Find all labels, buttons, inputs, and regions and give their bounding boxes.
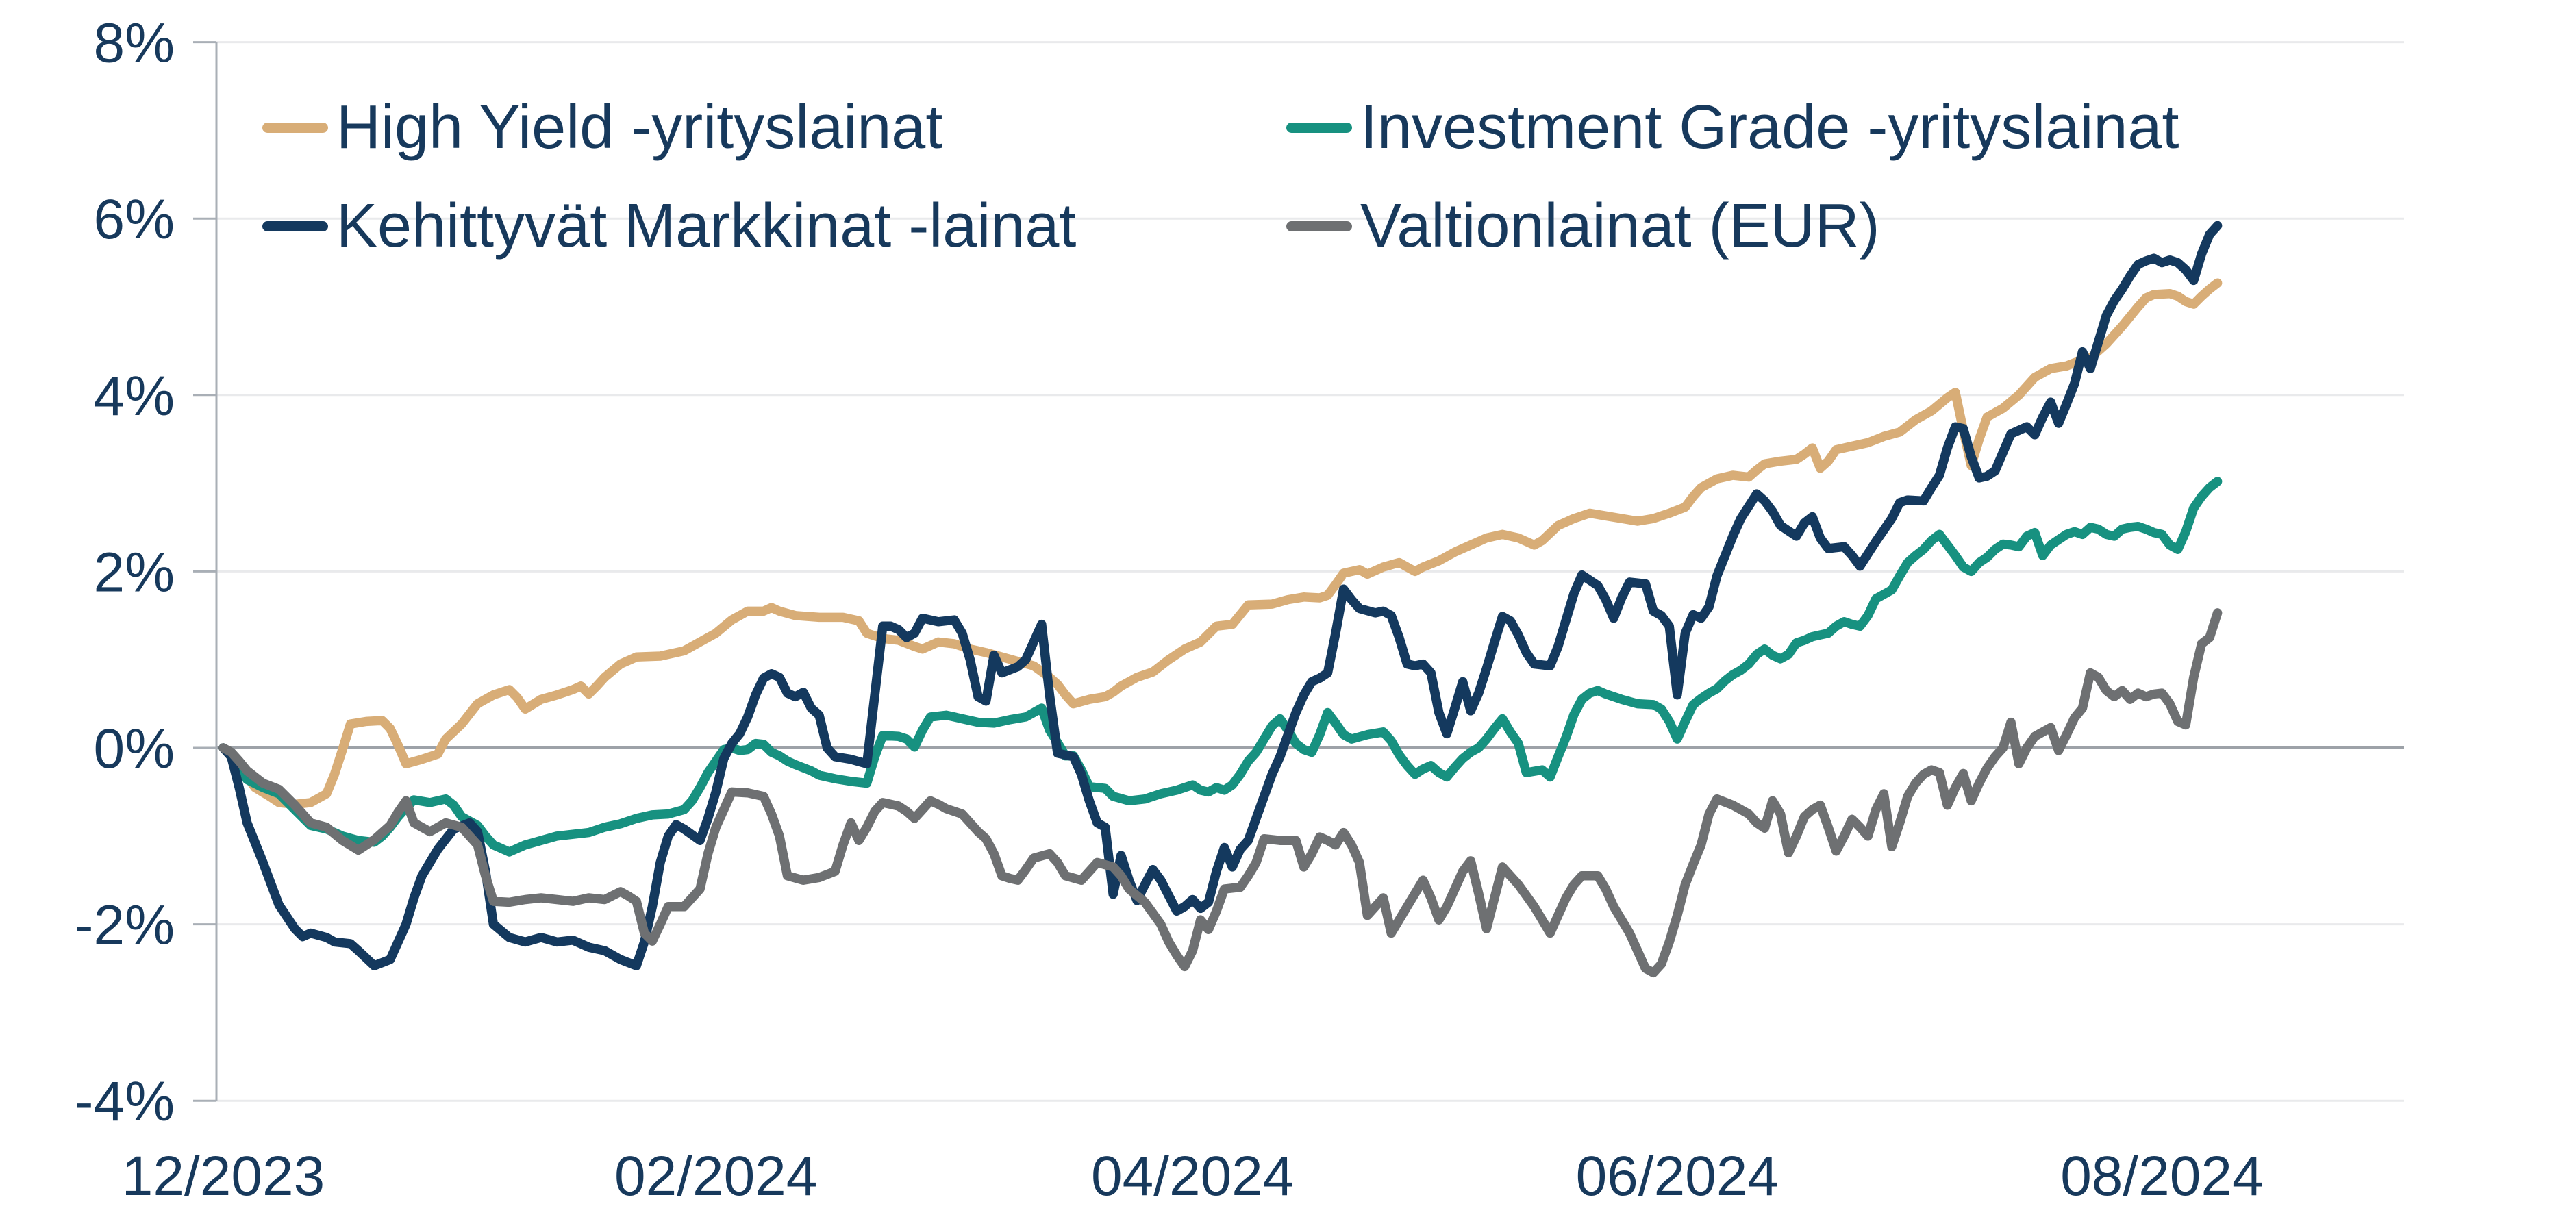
series-line-investment-grade [218,477,2223,857]
x-axis-label: 08/2024 [2060,1145,2263,1207]
y-axis-label: 2% [93,541,175,603]
series-line-kehittyvat-markkinat [218,221,2223,970]
x-axis-label: 12/2023 [122,1145,325,1207]
x-axis-label: 06/2024 [1576,1145,1779,1207]
series-line-high-yield [218,278,2223,809]
y-axis-label: -2% [75,894,175,957]
x-axis-label: 02/2024 [614,1145,817,1207]
y-axis-label: -4% [75,1070,175,1133]
y-axis-label: 6% [93,188,175,251]
y-axis-label: 8% [93,12,175,75]
series-line-valtionlainat [218,608,2223,978]
y-axis-label: 0% [93,718,175,780]
x-axis-label: 04/2024 [1091,1145,1294,1207]
y-axis-label: 4% [93,365,175,427]
